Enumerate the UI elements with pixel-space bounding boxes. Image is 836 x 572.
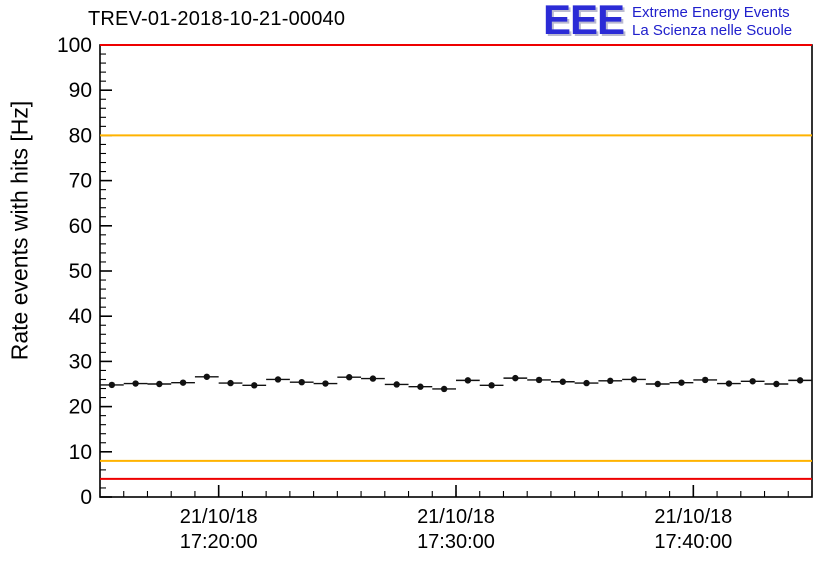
eee-logo-text: Extreme Energy Events La Scienza nelle S… [632, 4, 792, 40]
svg-text:17:30:00: 17:30:00 [417, 531, 495, 553]
svg-text:100: 100 [57, 34, 92, 57]
svg-text:21/10/18: 21/10/18 [180, 506, 258, 528]
svg-text:10: 10 [69, 441, 92, 464]
svg-text:40: 40 [69, 305, 92, 328]
eee-logo-line1: Extreme Energy Events [632, 4, 790, 21]
eee-logo-acronym: EEE [543, 0, 625, 43]
svg-text:60: 60 [69, 215, 92, 238]
svg-text:21/10/18: 21/10/18 [417, 506, 495, 528]
svg-text:17:20:00: 17:20:00 [180, 531, 258, 553]
svg-text:50: 50 [69, 260, 92, 283]
svg-text:21/10/18: 21/10/18 [654, 506, 732, 528]
svg-text:70: 70 [69, 170, 92, 193]
svg-text:20: 20 [69, 396, 92, 419]
eee-logo-line2: La Scienza nelle Scuole [632, 22, 793, 39]
eee-logo: EEE Extreme Energy Events La Scienza nel… [543, 0, 792, 43]
svg-text:80: 80 [69, 124, 92, 147]
svg-text:0: 0 [80, 486, 92, 509]
plot-title: TREV-01-2018-10-21-00040 [88, 8, 346, 30]
svg-text:30: 30 [69, 350, 92, 373]
svg-text:90: 90 [69, 79, 92, 102]
svg-text:17:40:00: 17:40:00 [654, 531, 732, 553]
